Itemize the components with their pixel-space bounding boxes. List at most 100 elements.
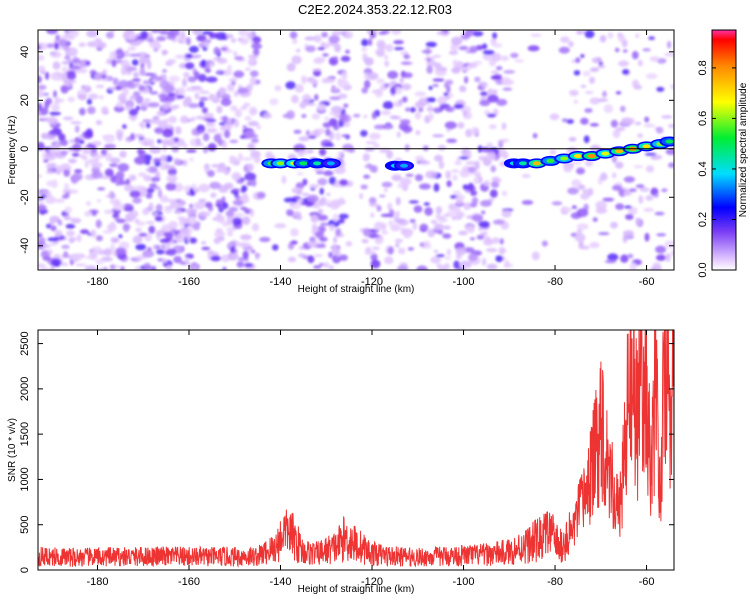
noise-blob: [155, 244, 161, 250]
noise-blob: [218, 184, 229, 193]
noise-blob: [147, 166, 158, 174]
noise-blob: [360, 130, 368, 137]
noise-blob: [129, 41, 140, 47]
noise-blob: [45, 97, 53, 105]
noise-blob: [628, 188, 637, 193]
snr-background: [38, 330, 674, 570]
noise-blob: [44, 71, 50, 80]
noise-blob: [612, 129, 621, 139]
noise-blob: [322, 53, 329, 57]
noise-blob: [401, 83, 412, 91]
noise-blob: [132, 197, 142, 204]
noise-blob: [322, 122, 332, 128]
noise-blob: [405, 173, 414, 177]
noise-blob: [122, 223, 130, 233]
noise-blob: [415, 130, 421, 136]
noise-blob: [304, 36, 316, 41]
noise-blob: [168, 75, 180, 83]
noise-blob: [489, 189, 498, 198]
noise-blob: [642, 48, 651, 52]
noise-blob: [256, 124, 262, 130]
spectrogram-panel: -180 -160 -140 -120 -100 -80 -60 -40 -20 0 20 40 He…: [7, 29, 675, 295]
noise-blob: [334, 255, 339, 263]
noise-blob: [395, 211, 400, 220]
noise-blob: [366, 72, 379, 80]
noise-blob: [369, 165, 378, 173]
noise-blob: [496, 98, 508, 106]
noise-blob: [433, 154, 444, 162]
noise-blob: [48, 130, 60, 135]
noise-blob: [341, 71, 348, 80]
noise-blob: [458, 230, 468, 236]
noise-blob: [177, 87, 186, 96]
noise-blob: [425, 170, 438, 179]
noise-blob: [160, 103, 171, 110]
noise-blob: [223, 168, 230, 176]
noise-blob: [416, 265, 428, 270]
noise-blob: [61, 244, 70, 249]
noise-blob: [204, 60, 215, 68]
noise-blob: [69, 217, 81, 222]
noise-blob: [453, 260, 460, 270]
noise-blob: [122, 203, 134, 212]
noise-blob: [313, 69, 322, 77]
noise-blob: [446, 138, 458, 143]
noise-blob: [381, 230, 389, 235]
noise-blob: [414, 91, 426, 97]
noise-blob: [394, 238, 403, 243]
noise-blob: [227, 251, 239, 261]
noise-blob: [480, 232, 486, 236]
noise-blob: [70, 121, 82, 125]
noise-blob: [194, 92, 200, 100]
noise-blob: [135, 227, 143, 233]
noise-blob: [339, 254, 348, 261]
noise-blob: [49, 215, 60, 223]
noise-blob: [115, 218, 126, 224]
noise-blob: [209, 181, 222, 190]
noise-blob: [249, 208, 255, 218]
noise-blob: [301, 75, 307, 85]
noise-blob: [58, 39, 69, 48]
noise-blob: [413, 205, 423, 213]
noise-blob: [95, 84, 105, 89]
noise-blob: [570, 161, 582, 165]
noise-blob: [51, 102, 60, 111]
noise-blob: [148, 202, 154, 211]
noise-blob: [568, 137, 577, 142]
noise-blob: [89, 69, 97, 75]
noise-blob: [41, 70, 46, 75]
colorbar-tick-label: 0.0: [697, 262, 709, 277]
noise-blob: [432, 78, 445, 82]
noise-blob: [227, 231, 233, 237]
noise-blob: [337, 151, 344, 157]
noise-blob: [189, 45, 199, 53]
noise-blob: [100, 148, 107, 157]
noise-blob: [493, 178, 502, 183]
noise-blob: [219, 203, 224, 210]
noise-blob: [210, 192, 217, 198]
noise-blob: [492, 219, 505, 225]
noise-blob: [589, 97, 601, 105]
noise-blob: [504, 260, 510, 269]
noise-blob: [78, 42, 86, 47]
noise-blob: [309, 78, 319, 85]
noise-blob: [375, 49, 386, 55]
noise-blob: [333, 166, 346, 175]
noise-blob: [532, 133, 538, 139]
noise-blob: [361, 238, 369, 244]
noise-blob: [287, 243, 295, 250]
noise-blob: [53, 198, 65, 204]
colorbar-gradient: [711, 29, 737, 271]
noise-blob: [162, 143, 167, 153]
noise-blob: [603, 104, 614, 114]
noise-blob: [383, 83, 390, 88]
noise-blob: [444, 121, 457, 130]
x-tick-label: -160: [178, 576, 200, 588]
noise-blob: [379, 148, 391, 154]
noise-blob: [465, 128, 473, 138]
noise-blob: [147, 60, 152, 70]
noise-blob: [584, 90, 594, 95]
noise-blob: [458, 45, 469, 51]
noise-blob: [574, 233, 586, 243]
noise-blob: [171, 146, 180, 153]
